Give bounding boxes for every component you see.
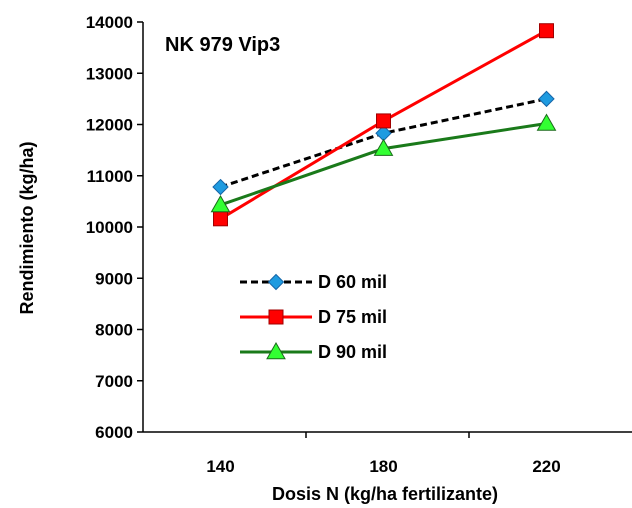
x-tick-label: 220 <box>532 457 560 476</box>
y-tick-label: 10000 <box>86 218 133 237</box>
data-point <box>536 113 557 131</box>
legend-marker <box>268 309 284 325</box>
data-point <box>373 138 394 156</box>
x-tick-label: 180 <box>369 457 397 476</box>
legend-item: D 75 mil <box>240 307 387 327</box>
y-tick-label: 11000 <box>87 167 133 186</box>
data-point <box>213 211 228 227</box>
legend-item: D 60 mil <box>240 272 387 292</box>
y-tick-label: 12000 <box>86 116 133 135</box>
legend-marker <box>267 273 285 291</box>
x-axis: 140 180 220 <box>143 431 632 476</box>
y-tick-label: 7000 <box>95 372 133 391</box>
data-point <box>539 23 554 39</box>
data-point <box>212 178 229 196</box>
x-tick-label: 140 <box>206 457 234 476</box>
legend-item: D 90 mil <box>240 341 387 362</box>
y-axis-title: Rendimiento (kg/ha) <box>17 141 37 314</box>
y-tick-label: 14000 <box>86 13 133 32</box>
series-1 <box>212 90 555 196</box>
y-tick-label: 8000 <box>95 321 133 340</box>
legend-marker <box>266 341 286 360</box>
series-3 <box>210 113 557 213</box>
y-tick-label: 13000 <box>86 64 133 83</box>
data-point <box>538 90 555 108</box>
legend-label: D 75 mil <box>318 307 387 327</box>
series-group <box>210 23 557 227</box>
data-point <box>376 113 391 129</box>
legend: D 60 mil D 75 mil D 90 mil <box>240 272 387 362</box>
legend-label: D 90 mil <box>318 342 387 362</box>
y-axis: 6000 7000 8000 9000 10000 11000 12000 13000 1400… <box>86 13 144 442</box>
y-tick-label: 6000 <box>95 423 133 442</box>
y-tick-label: 9000 <box>95 269 133 288</box>
x-axis-title: Dosis N (kg/ha fertilizante) <box>272 484 498 504</box>
data-point <box>210 194 231 213</box>
chart-title: NK 979 Vip3 <box>165 34 280 56</box>
legend-label: D 60 mil <box>318 272 387 292</box>
